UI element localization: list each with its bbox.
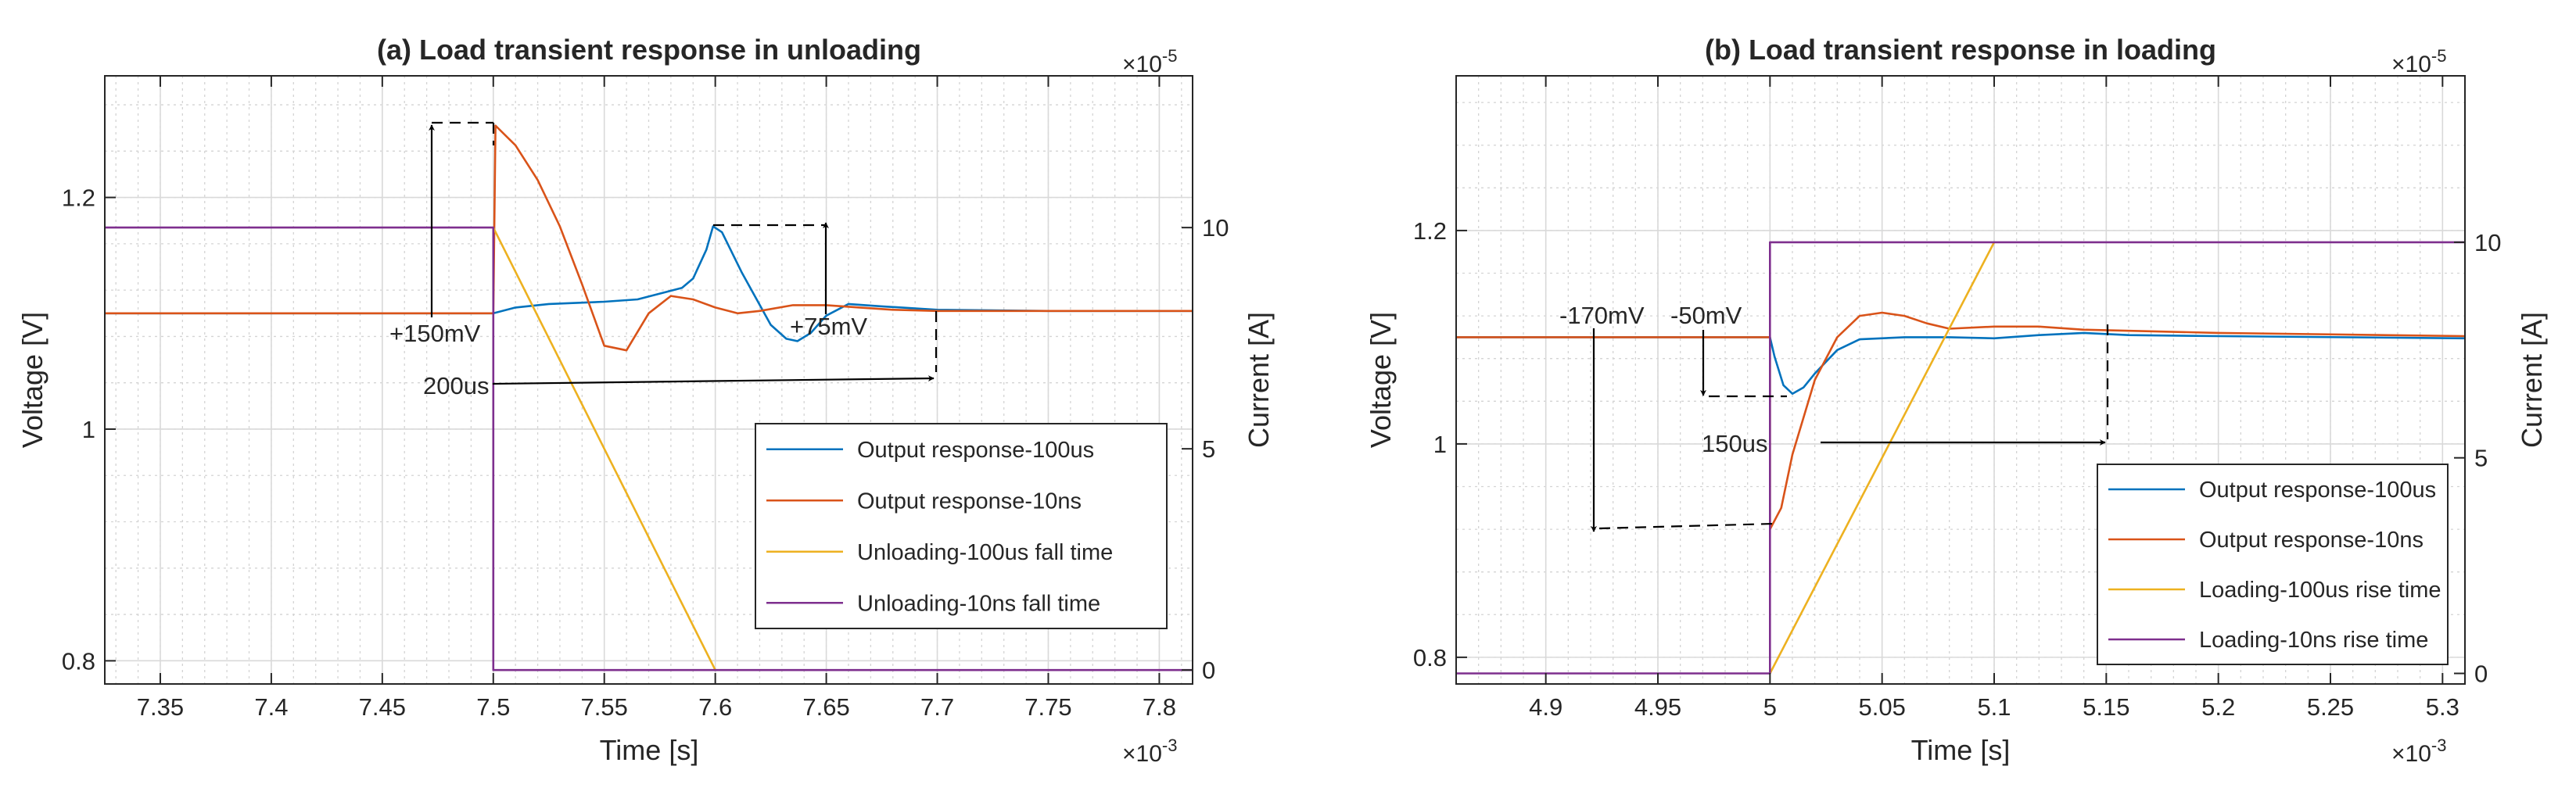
legend-label-3: Unloading-100us fall time	[857, 540, 1113, 565]
y-left-tick-label: 0.8	[62, 647, 95, 675]
x-tick-label: 4.95	[1634, 693, 1681, 721]
ann-170mv-label: -170mV	[1559, 302, 1645, 329]
legend-box	[2097, 464, 2449, 665]
annotations-b: -170mV -50mV 150us	[1559, 302, 2109, 532]
panel-a-unloading: +150mV +75mV 200us 7.35 7.4 7.45 7.5 7.55 7.6…	[16, 34, 1275, 767]
right-exponent-b: ×10-5	[2391, 46, 2446, 77]
panel-b-loading: -170mV -50mV 150us 4.9 4.95 5 5.05 5.1 5.15 5.…	[1365, 34, 2548, 767]
legend-label-4: Unloading-10ns fall time	[857, 591, 1100, 616]
x-tick-label: 7.7	[920, 693, 954, 721]
chart-title-a: (a) Load transient response in unloading	[377, 34, 921, 66]
y-left-tick-label: 1.2	[1413, 217, 1447, 245]
series-line-1	[105, 225, 1193, 342]
y-right-tick-label: 0	[1202, 657, 1215, 684]
legend-label-1: Output response-100us	[857, 438, 1094, 463]
legend-label-1: Output response-100us	[2199, 478, 2436, 503]
x-tick-label: 5.25	[2307, 693, 2354, 721]
x-tick-label: 5.1	[1977, 693, 2011, 721]
ann-170mv-dash	[1598, 522, 1774, 530]
x-tick-label: 7.35	[137, 693, 184, 721]
ann-150mv-label: +150mV	[389, 320, 481, 347]
y-right-tick-label: 5	[1202, 435, 1215, 463]
series-line-2	[105, 124, 1193, 352]
plot-frame-b	[1455, 75, 2466, 685]
right-exponent-a: ×10-5	[1122, 46, 1177, 77]
y-right-tick-label: 10	[1202, 214, 1229, 242]
chart-title-b: (b) Load transient response in loading	[1705, 34, 2216, 66]
y-axis-label-right-b: Current [A]	[2516, 312, 2548, 448]
y-right-tick-label: 0	[2474, 660, 2488, 687]
legend-b: Output response-100us Output response-10n…	[2097, 464, 2449, 665]
y-right-tick-label: 5	[2474, 445, 2488, 472]
ann-200us-arrow	[492, 375, 935, 385]
x-tick-label: 5	[1763, 693, 1777, 721]
y-left-tick-label: 1.2	[62, 184, 95, 212]
y-axis-label-right-a: Current [A]	[1243, 312, 1275, 448]
series-line-4	[1456, 241, 2465, 675]
series-line-1	[1456, 331, 2466, 396]
plot-frame-a	[104, 75, 1193, 685]
x-exponent-b: ×10-3	[2391, 736, 2446, 767]
series-line-3	[492, 227, 716, 671]
legend-label-3: Loading-100us rise time	[2199, 578, 2441, 603]
ann-50mv-label: -50mV	[1670, 302, 1742, 329]
series-line-2	[1456, 311, 2466, 531]
y-right-tick-label: 10	[2474, 229, 2501, 256]
x-tick-label: 7.5	[476, 693, 510, 721]
annotations-a: +150mV +75mV 200us	[389, 121, 938, 399]
series-line-3	[1769, 242, 1996, 675]
y-left-tick-label: 1	[82, 416, 95, 443]
x-tick-label: 7.55	[581, 693, 628, 721]
x-tick-label: 5.2	[2201, 693, 2235, 721]
legend-box	[755, 423, 1168, 629]
x-tick-label: 7.8	[1143, 693, 1176, 721]
x-tick-label: 7.75	[1024, 693, 1071, 721]
x-exponent-a: ×10-3	[1122, 736, 1177, 767]
y-axis-label-left-a: Voltage [V]	[16, 312, 48, 448]
legend-label-2: Output response-10ns	[857, 489, 1082, 514]
x-tick-label: 4.9	[1529, 693, 1562, 721]
ann-75mv-label: +75mV	[790, 313, 867, 340]
x-tick-label: 5.3	[2426, 693, 2459, 721]
x-tick-label: 7.6	[698, 693, 732, 721]
y-left-tick-label: 1	[1433, 431, 1447, 458]
x-tick-label: 5.05	[1858, 693, 1905, 721]
y-axis-label-left-b: Voltage [V]	[1365, 312, 1397, 448]
x-axis-label-b: Time [s]	[1911, 734, 2011, 766]
x-tick-label: 5.15	[2083, 693, 2129, 721]
ann-200us-label: 200us	[423, 372, 489, 399]
x-tick-label: 7.4	[254, 693, 288, 721]
legend-label-4: Loading-10ns rise time	[2199, 628, 2428, 653]
legend-label-2: Output response-10ns	[2199, 528, 2424, 553]
series-line-4	[105, 226, 1193, 671]
ann-150us-label: 150us	[1702, 430, 1767, 457]
x-axis-label-a: Time [s]	[600, 734, 699, 766]
y-left-tick-label: 0.8	[1413, 644, 1447, 671]
x-tick-label: 7.45	[359, 693, 406, 721]
legend-a: Output response-100us Output response-10n…	[755, 423, 1168, 629]
x-tick-label: 7.65	[802, 693, 849, 721]
